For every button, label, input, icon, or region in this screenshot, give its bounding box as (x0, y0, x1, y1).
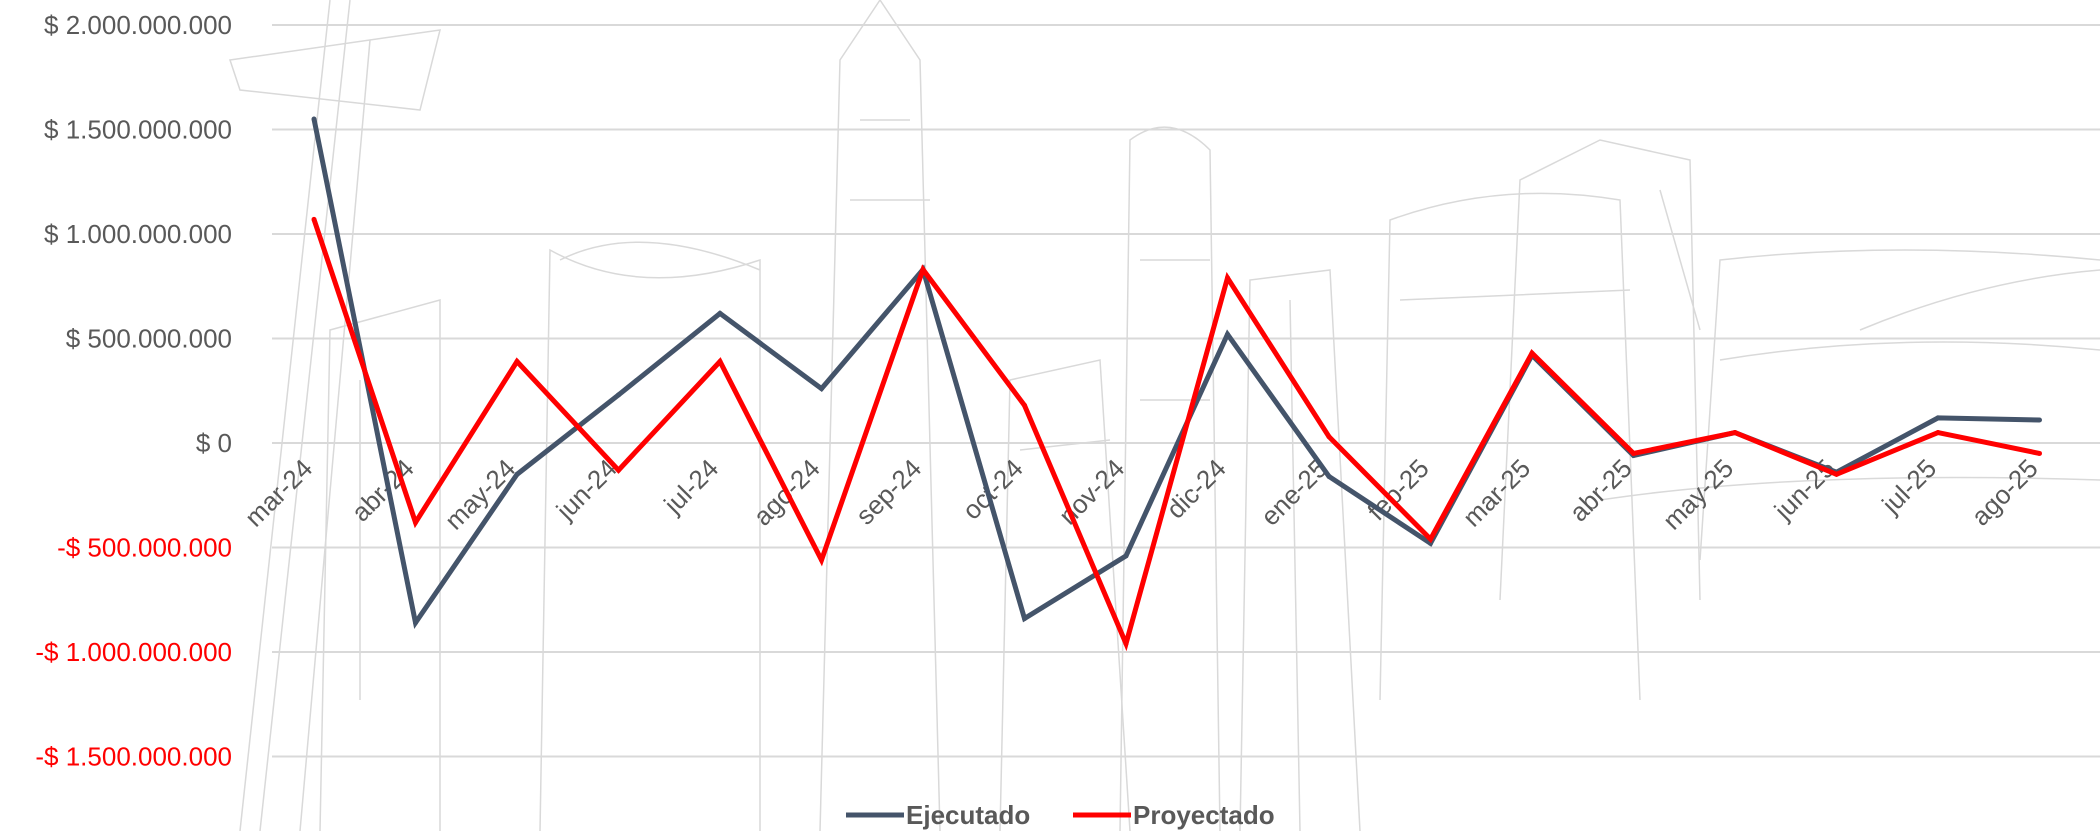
y-tick-label: $ 1.000.000.000 (44, 219, 232, 249)
data-point-proyectado (1834, 471, 1839, 477)
data-point-ejecutado (717, 310, 723, 316)
y-tick-label: $ 1.500.000.000 (44, 115, 232, 145)
y-axis: $ 2.000.000.000 $ 1.500.000.000 $ 1.000.00… (35, 10, 232, 772)
data-point-ejecutado (1123, 553, 1129, 559)
data-point-proyectado (311, 216, 317, 222)
data-point-proyectado (413, 519, 418, 525)
x-tick-label: feb-25 (1361, 453, 1434, 526)
data-point-proyectado (1225, 275, 1230, 281)
x-tick-label: sep-24 (850, 453, 927, 530)
data-point-ejecutado (616, 392, 621, 398)
y-tick-label: -$ 500.000.000 (57, 533, 232, 563)
data-point-proyectado (514, 358, 520, 364)
data-point-ejecutado (1022, 616, 1027, 622)
data-point-ejecutado (413, 620, 418, 626)
data-point-proyectado (616, 467, 621, 473)
x-tick-label: jul-24 (657, 453, 724, 520)
data-point-ejecutado (514, 471, 520, 477)
x-tick-label: abr-25 (1563, 453, 1637, 527)
data-point-proyectado (920, 267, 926, 273)
data-point-ejecutado (1225, 331, 1230, 337)
data-point-proyectado (1631, 450, 1636, 456)
legend-label: Ejecutado (906, 800, 1030, 830)
data-point-proyectado (819, 557, 824, 563)
legend-item-proyectado: Proyectado (1073, 800, 1275, 830)
data-point-ejecutado (1326, 473, 1332, 479)
data-point-proyectado (1326, 434, 1332, 440)
data-point-ejecutado (311, 116, 317, 122)
x-tick-label: mar-24 (239, 453, 318, 532)
legend-item-ejecutado: Ejecutado (846, 800, 1030, 830)
series-layer (311, 116, 2042, 652)
data-point-ejecutado (2037, 417, 2042, 423)
series-line-proyectado (311, 218, 2041, 652)
y-tick-label: -$ 1.000.000.000 (35, 637, 232, 667)
data-point-proyectado (1732, 430, 1738, 436)
legend: Ejecutado Proyectado (846, 800, 1275, 830)
y-tick-label: $ 2.000.000.000 (44, 10, 232, 40)
data-point-ejecutado (1428, 540, 1433, 546)
data-point-proyectado (1935, 430, 1941, 436)
data-point-ejecutado (1935, 415, 1941, 421)
data-point-ejecutado (819, 386, 824, 392)
gridlines (272, 24, 2100, 758)
x-tick-label: ago-25 (1965, 453, 2043, 531)
x-tick-label: jul-25 (1875, 453, 1942, 520)
data-point-proyectado (1529, 350, 1535, 356)
x-tick-label: jun-25 (1768, 453, 1841, 526)
legend-label: Proyectado (1133, 800, 1275, 830)
data-point-proyectado (717, 358, 723, 364)
y-tick-label: $ 500.000.000 (66, 324, 232, 354)
data-point-proyectado (1123, 641, 1129, 647)
y-tick-label: $ 0 (196, 428, 232, 458)
data-point-proyectado (1022, 402, 1027, 408)
data-point-proyectado (2037, 450, 2042, 456)
y-tick-label: -$ 1.500.000.000 (35, 742, 232, 772)
x-tick-label: nov-24 (1053, 453, 1130, 530)
data-point-proyectado (1428, 536, 1433, 542)
background-city-sketch (229, 0, 2100, 832)
